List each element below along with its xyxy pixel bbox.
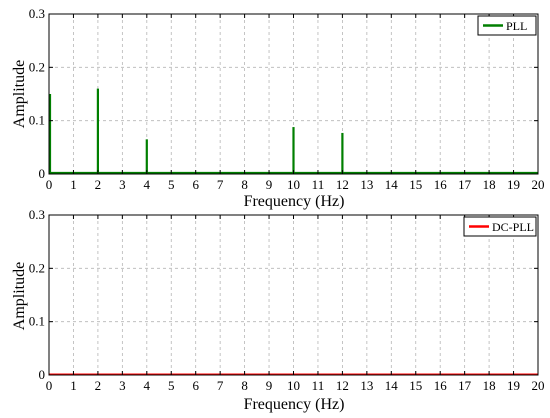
y-tick-label: 0 xyxy=(39,166,46,181)
x-tick-label: 20 xyxy=(532,177,545,192)
panel2-xlabel: Frequency (Hz) xyxy=(244,396,345,413)
x-tick-label: 1 xyxy=(70,177,77,192)
x-tick-label: 11 xyxy=(312,378,325,393)
legend: DC-PLL xyxy=(463,216,537,237)
x-tick-label: 0 xyxy=(46,177,53,192)
x-tick-label: 15 xyxy=(409,378,422,393)
x-tick-label: 16 xyxy=(434,177,448,192)
y-tick-label: 0 xyxy=(39,367,46,382)
x-tick-label: 11 xyxy=(312,177,325,192)
x-tick-label: 10 xyxy=(287,378,300,393)
x-tick-label: 19 xyxy=(507,177,520,192)
x-tick-label: 0 xyxy=(46,378,53,393)
x-tick-label: 14 xyxy=(385,177,399,192)
y-tick-label: 0.3 xyxy=(29,6,45,21)
x-tick-label: 18 xyxy=(483,378,496,393)
panel1-ylabel: Amplitude xyxy=(11,60,28,128)
x-tick-label: 15 xyxy=(409,177,422,192)
x-tick-label: 7 xyxy=(217,177,224,192)
x-tick-label: 18 xyxy=(483,177,496,192)
x-tick-label: 8 xyxy=(241,177,248,192)
x-tick-label: 13 xyxy=(360,177,373,192)
plll-panel: Amplitude Frequency (Hz) xyxy=(11,60,344,210)
x-tick-label: 3 xyxy=(119,378,126,393)
y-tick-label: 0.2 xyxy=(29,59,45,74)
legend-label: PLL xyxy=(506,19,527,33)
panel2-ylabel: Amplitude xyxy=(11,262,28,330)
legend-box xyxy=(463,216,537,237)
x-tick-label: 3 xyxy=(119,177,126,192)
x-tick-label: 9 xyxy=(266,177,273,192)
x-tick-label: 5 xyxy=(168,378,175,393)
x-tick-label: 12 xyxy=(336,177,349,192)
y-tick-label: 0.2 xyxy=(29,260,45,275)
x-tick-label: 5 xyxy=(168,177,175,192)
x-tick-label: 2 xyxy=(95,177,102,192)
x-tick-label: 6 xyxy=(192,378,199,393)
dc-pll-panel: Amplitude Frequency (Hz) xyxy=(11,262,344,413)
y-tick-label: 0.1 xyxy=(29,314,45,329)
x-tick-label: 4 xyxy=(144,378,151,393)
x-tick-label: 2 xyxy=(95,378,102,393)
x-tick-label: 9 xyxy=(266,378,273,393)
x-tick-label: 16 xyxy=(434,378,448,393)
y-tick-label: 0.1 xyxy=(29,113,45,128)
x-tick-label: 17 xyxy=(458,378,472,393)
legend: PLL xyxy=(477,15,537,36)
legend-box xyxy=(477,15,537,36)
x-tick-label: 19 xyxy=(507,378,520,393)
x-tick-label: 12 xyxy=(336,378,349,393)
x-tick-label: 4 xyxy=(144,177,151,192)
x-tick-label: 10 xyxy=(287,177,300,192)
chart-2: 0 1 2 3 4 5 6 7 8 9 10 11 12 13 14 15 16 17 18 19 2000.10.20… xyxy=(29,207,545,393)
x-tick-label: 1 xyxy=(70,378,77,393)
x-tick-label: 8 xyxy=(241,378,248,393)
y-tick-label: 0.3 xyxy=(29,207,45,222)
x-tick-label: 20 xyxy=(532,378,545,393)
x-tick-label: 14 xyxy=(385,378,399,393)
chart-1: 0 1 2 3 4 5 6 7 8 9 10 11 12 13 14 15 16 17 18 19 2000.10.20… xyxy=(29,6,545,192)
x-tick-label: 13 xyxy=(360,378,373,393)
panel1-xlabel: Frequency (Hz) xyxy=(244,193,345,210)
legend-label: DC-PLL xyxy=(492,220,534,234)
x-tick-label: 17 xyxy=(458,177,472,192)
x-tick-label: 7 xyxy=(217,378,224,393)
x-tick-label: 6 xyxy=(192,177,199,192)
